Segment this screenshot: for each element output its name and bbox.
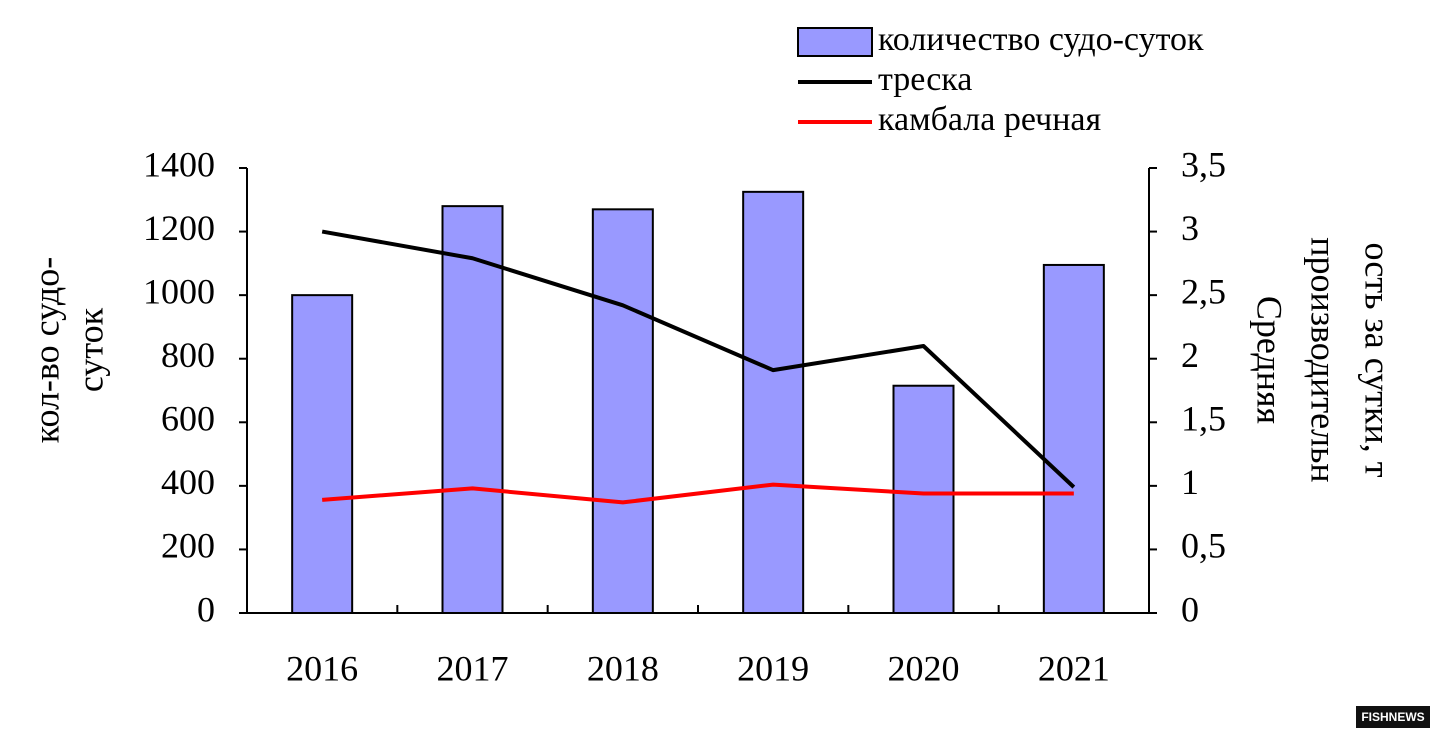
y-tick-label: 200 bbox=[161, 526, 215, 566]
x-tick-label: 2017 bbox=[437, 648, 509, 688]
y2-tick-label: 2 bbox=[1181, 335, 1199, 375]
y2-tick-label: 1 bbox=[1181, 462, 1199, 502]
y-tick-label: 0 bbox=[197, 589, 215, 629]
y2-axis-title: ость за сутки, т bbox=[1358, 243, 1398, 478]
legend-label: количество судо-суток bbox=[878, 21, 1204, 58]
watermark-box bbox=[1356, 706, 1430, 728]
y2-tick-label: 3 bbox=[1181, 208, 1199, 248]
x-tick-label: 2020 bbox=[888, 648, 960, 688]
y-tick-label: 1400 bbox=[143, 144, 215, 184]
x-tick-label: 2016 bbox=[286, 648, 358, 688]
legend-label: камбала речная bbox=[878, 101, 1101, 138]
bar bbox=[892, 384, 955, 614]
y-tick-label: 400 bbox=[161, 462, 215, 502]
x-tick-label: 2019 bbox=[737, 648, 809, 688]
legend-label: треска bbox=[878, 61, 972, 98]
line bbox=[321, 229, 1076, 489]
bar bbox=[742, 190, 805, 614]
bar bbox=[291, 294, 354, 614]
legend-swatch bbox=[797, 27, 873, 57]
y-axis-title: кол-во судо- bbox=[26, 257, 66, 443]
line bbox=[322, 482, 1074, 505]
bar bbox=[591, 208, 654, 614]
y2-tick-label: 1,5 bbox=[1181, 399, 1226, 439]
y2-tick-label: 0,5 bbox=[1181, 526, 1226, 566]
y-tick-label: 1200 bbox=[143, 208, 215, 248]
y2-axis-title: Средняя bbox=[1250, 296, 1290, 424]
y-axis-title: суток bbox=[70, 307, 110, 392]
bar bbox=[1042, 263, 1105, 614]
y2-axis-title: производительн bbox=[1304, 237, 1344, 482]
y2-tick-label: 3,5 bbox=[1181, 144, 1226, 184]
y-tick-label: 1000 bbox=[143, 271, 215, 311]
y2-tick-label: 0 bbox=[1181, 589, 1199, 629]
y2-tick-label: 2,5 bbox=[1181, 271, 1226, 311]
bar bbox=[441, 205, 504, 614]
x-tick-label: 2021 bbox=[1038, 648, 1110, 688]
x-tick-label: 2018 bbox=[587, 648, 659, 688]
y-tick-label: 800 bbox=[161, 335, 215, 375]
watermark: FISHNEWS bbox=[1361, 710, 1424, 724]
y-tick-label: 600 bbox=[161, 399, 215, 439]
